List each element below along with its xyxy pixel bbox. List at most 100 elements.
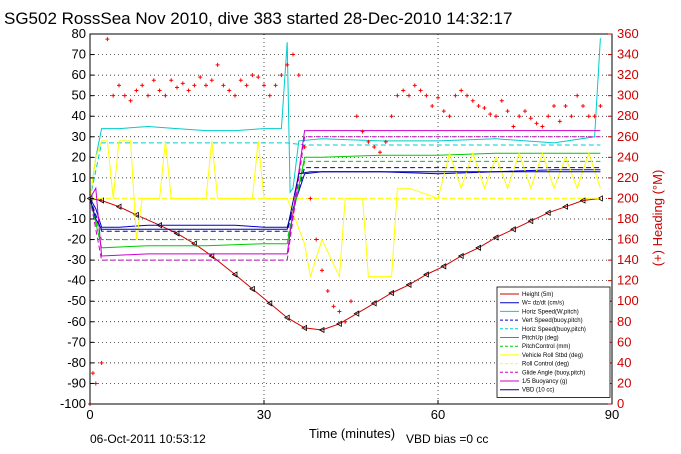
heading-point [105,37,110,42]
heading-point [592,114,597,119]
y-right-tick-label: 180 [617,211,639,226]
legend-label: PitchUp (deg) [522,336,559,342]
footer-note: VBD bias =0 cc [406,432,488,446]
height-marker [318,326,325,334]
series-line-0 [89,197,601,331]
heading-point [99,360,104,365]
y-tick-label: -70 [67,334,86,349]
series-line-11 [89,171,601,230]
footer-date: 06-Oct-2011 10:53:12 [90,432,206,446]
heading-point [175,85,179,90]
x-tick-label: 0 [86,407,93,422]
heading-point [250,73,255,78]
x-axis-ticks: 0 30 60 90 [86,400,619,422]
heading-point [204,83,208,88]
height-marker [597,195,603,202]
height-marker [231,271,238,278]
legend-label: W= dz/dt (cm/s) [522,301,564,307]
y-right-axis-ticks: 3603403203002802602402202001801601401201… [608,26,639,411]
x-tick-label: 90 [605,407,619,422]
y-tick-label: -100 [60,396,86,411]
heading-point [546,114,551,119]
legend-label: Glide Angle (buoy,pitch) [522,370,585,376]
y-right-tick-label: 40 [617,355,631,370]
heading-point [128,98,133,103]
y-tick-label: 20 [72,149,86,164]
height-marker [579,197,586,204]
heading-point [569,114,574,119]
heading-point [238,78,243,83]
height-marker [266,300,273,307]
heading-point [111,93,116,98]
heading-point [557,119,562,124]
heading-point [412,83,417,88]
heading-point [180,81,185,86]
heading-point [302,145,307,150]
height-marker [492,234,499,241]
heading-point [93,381,98,386]
heading-point [517,114,522,119]
series-layer [86,38,603,334]
y-tick-label: -30 [67,252,86,267]
heading-point [296,73,301,78]
height-marker [423,271,429,278]
legend-label: PitchControl (mm) [522,344,570,350]
heading-point [540,124,545,129]
height-marker [115,203,122,210]
legend-label: Vert Speed(buoy,pitch) [522,318,583,324]
heading-point [563,103,568,108]
heading-point [552,103,556,108]
height-marker [173,230,180,237]
heading-point [366,139,371,144]
height-marker [191,240,197,247]
height-marker [440,263,447,270]
y-right-tick-label: 280 [617,108,639,123]
legend-label: Vehicle Roll Stbd (deg) [522,353,583,359]
height-marker [510,226,516,233]
heading-point [575,93,580,98]
heading-point [331,304,336,309]
heading-series [88,37,603,406]
y-tick-label: 60 [72,67,86,82]
heading-point [215,62,220,67]
y-right-tick-label: 300 [617,88,639,103]
heading-point [134,88,139,93]
heading-point [430,103,435,108]
heading-point [523,109,527,114]
heading-point [186,88,191,93]
heading-point [325,288,330,293]
y-tick-label: 0 [79,190,86,205]
heading-point [262,83,266,88]
legend: Height (5m) W= dz/dt (cm/s) Horiz Speed(W,… [496,286,611,398]
legend-label: 1/5 Buoyancy (g) [522,379,567,385]
heading-point [209,78,214,83]
height-marker [527,217,534,225]
height-marker [283,314,290,321]
heading-point [221,83,226,88]
x-tick-label: 30 [257,407,271,422]
height-marker [133,211,139,219]
heading-point [122,93,127,98]
y-right-tick-label: 160 [617,232,639,247]
heading-point [233,93,237,98]
heading-point [418,88,423,93]
heading-point [320,268,324,273]
y-tick-label: -10 [67,211,86,226]
heading-point [117,83,121,88]
series-line-10 [89,130,601,257]
y-right-tick-label: 60 [617,334,631,349]
heading-point [227,88,232,93]
height-marker [249,285,255,293]
y-right-tick-label: 20 [617,375,631,390]
heading-point [349,299,353,304]
heading-point [198,75,203,80]
heading-point [389,114,394,119]
heading-point [267,93,272,98]
heading-point [436,95,440,100]
series-line-2 [89,38,601,199]
heading-point [279,73,284,78]
height-marker [208,252,215,260]
heading-point [360,129,365,134]
y-tick-label: -60 [67,314,86,329]
